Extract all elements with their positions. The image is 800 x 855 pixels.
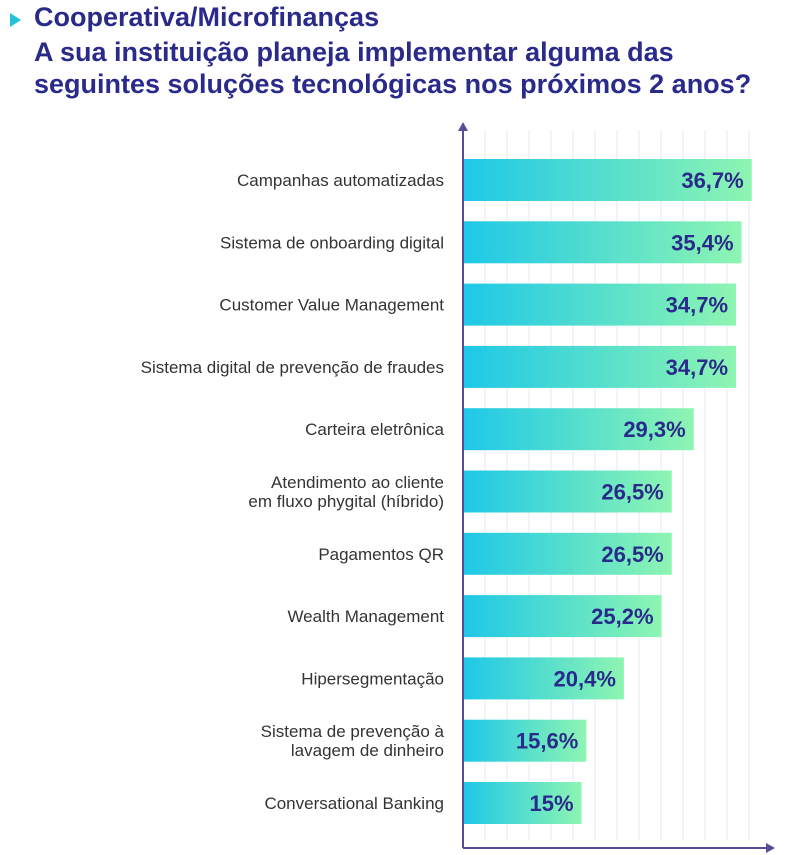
chart-title: A sua instituição planeja implementar al… bbox=[34, 37, 752, 99]
category-label: Conversational Banking bbox=[264, 794, 444, 813]
category-label: Pagamentos QR bbox=[318, 545, 444, 564]
data-label: 36,7% bbox=[681, 168, 743, 193]
category-label: Atendimento ao cliente bbox=[271, 473, 444, 492]
chart-subtitle: Cooperativa/Microfinanças bbox=[34, 2, 380, 32]
triangle-bullet-icon bbox=[10, 13, 21, 27]
bar bbox=[464, 782, 582, 824]
category-label: Sistema de onboarding digital bbox=[220, 233, 444, 252]
data-label: 26,5% bbox=[601, 542, 663, 567]
bar bbox=[464, 595, 662, 638]
bar bbox=[464, 719, 587, 762]
data-label: 34,7% bbox=[666, 355, 728, 380]
data-label: 35,4% bbox=[671, 230, 733, 255]
category-label: Sistema digital de prevenção de fraudes bbox=[141, 358, 444, 377]
data-label: 15% bbox=[530, 791, 574, 816]
bar bbox=[464, 408, 694, 451]
data-label: 34,7% bbox=[666, 293, 728, 318]
category-label: Hipersegmentação bbox=[301, 669, 444, 688]
category-label: em fluxo phygital (híbrido) bbox=[248, 492, 444, 511]
data-label: 15,6% bbox=[516, 729, 578, 754]
bar bbox=[464, 159, 752, 201]
bar bbox=[464, 345, 737, 388]
category-label: Carteira eletrônica bbox=[305, 420, 444, 439]
data-label: 25,2% bbox=[591, 604, 653, 629]
chart-header: Cooperativa/Microfinanças A sua institui… bbox=[8, 2, 798, 100]
bar bbox=[464, 532, 672, 575]
data-label: 29,3% bbox=[623, 417, 685, 442]
data-label: 20,4% bbox=[554, 666, 616, 691]
category-label: Sistema de prevenção à bbox=[261, 722, 445, 741]
bar bbox=[464, 221, 742, 264]
category-label: lavagem de dinheiro bbox=[291, 741, 444, 760]
bar bbox=[464, 283, 737, 326]
y-axis-arrow-icon bbox=[458, 122, 468, 131]
category-label: Customer Value Management bbox=[219, 296, 444, 315]
category-label: Campanhas automatizadas bbox=[237, 171, 444, 190]
data-label: 26,5% bbox=[601, 480, 663, 505]
category-label: Wealth Management bbox=[287, 607, 444, 626]
bar bbox=[464, 470, 672, 513]
bar bbox=[464, 657, 624, 700]
x-axis-arrow-icon bbox=[766, 843, 775, 853]
